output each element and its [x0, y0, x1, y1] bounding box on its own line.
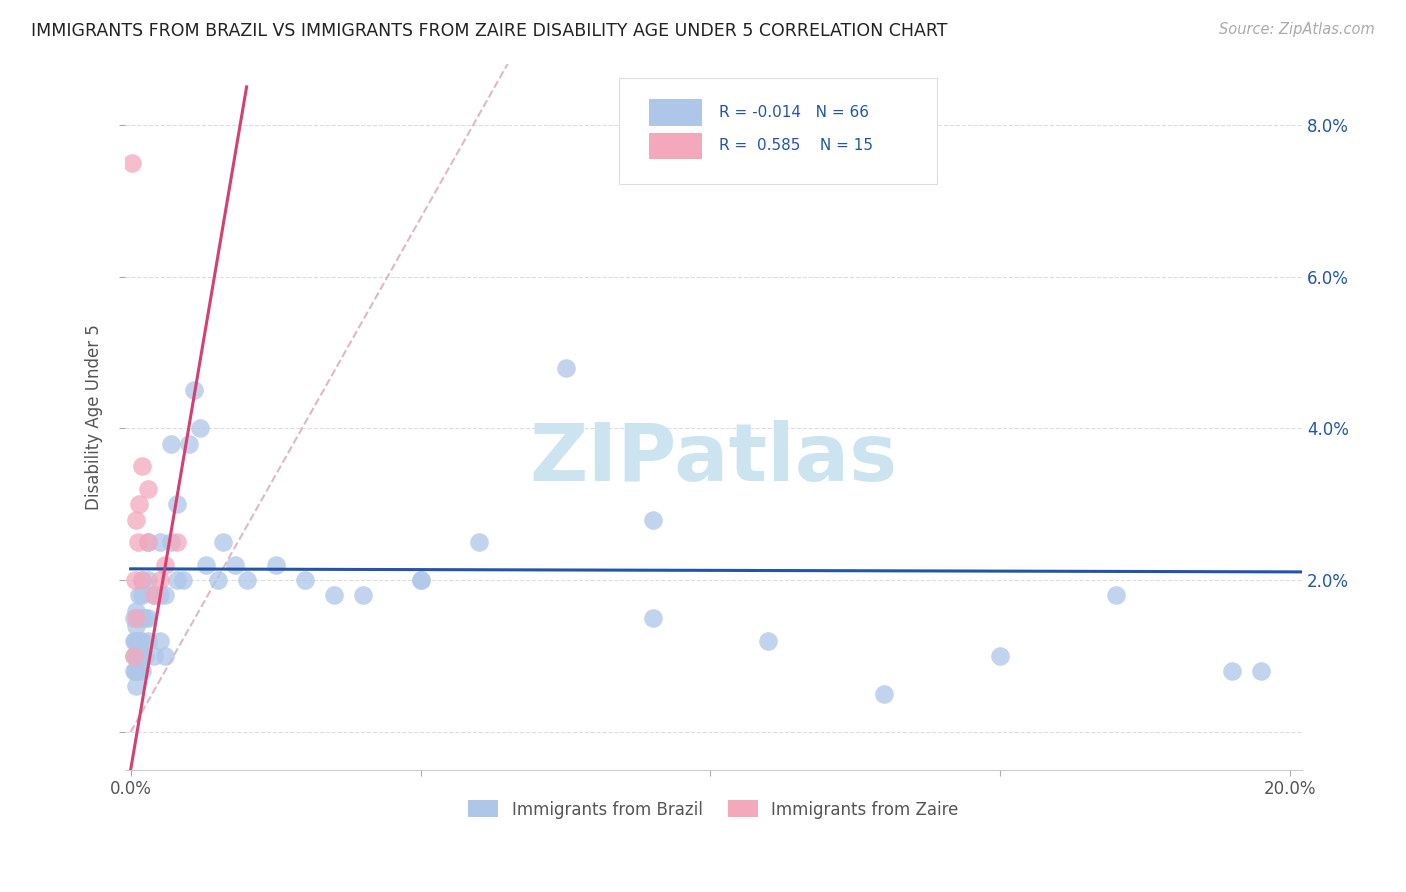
- Point: [125, 634, 148, 648]
- Text: IMMIGRANTS FROM BRAZIL VS IMMIGRANTS FROM ZAIRE DISABILITY AGE UNDER 5 CORRELATI: IMMIGRANTS FROM BRAZIL VS IMMIGRANTS FRO…: [31, 22, 948, 40]
- Point: [136, 535, 159, 549]
- Point: [212, 535, 235, 549]
- Point: [641, 611, 664, 625]
- Point: [131, 573, 153, 587]
- Point: [166, 535, 188, 549]
- Point: [207, 573, 229, 587]
- Point: [136, 482, 159, 496]
- Point: [131, 611, 153, 625]
- Point: [122, 649, 145, 664]
- Text: ZIPatlas: ZIPatlas: [529, 420, 897, 499]
- Point: [172, 573, 194, 587]
- Point: [322, 589, 344, 603]
- Point: [177, 436, 200, 450]
- FancyBboxPatch shape: [648, 133, 702, 160]
- Point: [125, 512, 148, 526]
- Point: [554, 360, 576, 375]
- Y-axis label: Disability Age Under 5: Disability Age Under 5: [86, 324, 103, 510]
- Point: [122, 649, 145, 664]
- Point: [873, 687, 896, 701]
- Point: [142, 589, 165, 603]
- Point: [142, 589, 165, 603]
- Point: [155, 649, 177, 664]
- Point: [758, 634, 780, 648]
- Point: [131, 649, 153, 664]
- Point: [128, 649, 150, 664]
- Point: [125, 680, 148, 694]
- Point: [122, 611, 145, 625]
- FancyBboxPatch shape: [619, 78, 936, 184]
- Point: [224, 558, 246, 572]
- Point: [122, 634, 145, 648]
- Point: [128, 589, 150, 603]
- Point: [641, 512, 664, 526]
- Point: [122, 665, 145, 679]
- Point: [124, 634, 146, 648]
- Legend: Immigrants from Brazil, Immigrants from Zaire: Immigrants from Brazil, Immigrants from …: [461, 794, 965, 825]
- Point: [124, 573, 146, 587]
- Point: [131, 589, 153, 603]
- Point: [160, 436, 183, 450]
- Point: [1222, 665, 1244, 679]
- Point: [136, 535, 159, 549]
- Point: [125, 649, 148, 664]
- Point: [125, 604, 148, 618]
- Point: [183, 384, 205, 398]
- Point: [195, 558, 218, 572]
- Point: [160, 535, 183, 549]
- Point: [1105, 589, 1128, 603]
- Point: [1250, 665, 1272, 679]
- Point: [124, 665, 146, 679]
- Point: [128, 497, 150, 511]
- Point: [136, 573, 159, 587]
- Point: [166, 573, 188, 587]
- Point: [188, 421, 211, 435]
- Point: [136, 634, 159, 648]
- Point: [264, 558, 287, 572]
- Point: [134, 611, 156, 625]
- Point: [131, 459, 153, 474]
- Point: [166, 497, 188, 511]
- Point: [235, 573, 257, 587]
- Point: [149, 589, 172, 603]
- Point: [131, 573, 153, 587]
- Point: [352, 589, 374, 603]
- Text: R = -0.014   N = 66: R = -0.014 N = 66: [720, 105, 869, 120]
- Point: [990, 649, 1012, 664]
- Point: [149, 535, 172, 549]
- Point: [136, 611, 159, 625]
- Text: R =  0.585    N = 15: R = 0.585 N = 15: [720, 138, 873, 153]
- Point: [131, 665, 153, 679]
- Point: [134, 649, 156, 664]
- Point: [409, 573, 432, 587]
- Point: [127, 611, 149, 625]
- Point: [128, 665, 150, 679]
- Point: [467, 535, 489, 549]
- Point: [142, 649, 165, 664]
- Point: [127, 535, 149, 549]
- Point: [127, 649, 149, 664]
- FancyBboxPatch shape: [648, 99, 702, 126]
- Point: [125, 665, 148, 679]
- Point: [131, 634, 153, 648]
- Point: [149, 634, 172, 648]
- Point: [121, 155, 143, 169]
- Point: [155, 558, 177, 572]
- Text: Source: ZipAtlas.com: Source: ZipAtlas.com: [1219, 22, 1375, 37]
- Point: [155, 589, 177, 603]
- Point: [125, 619, 148, 633]
- Point: [149, 573, 172, 587]
- Point: [294, 573, 316, 587]
- Point: [409, 573, 432, 587]
- Point: [125, 611, 148, 625]
- Point: [128, 634, 150, 648]
